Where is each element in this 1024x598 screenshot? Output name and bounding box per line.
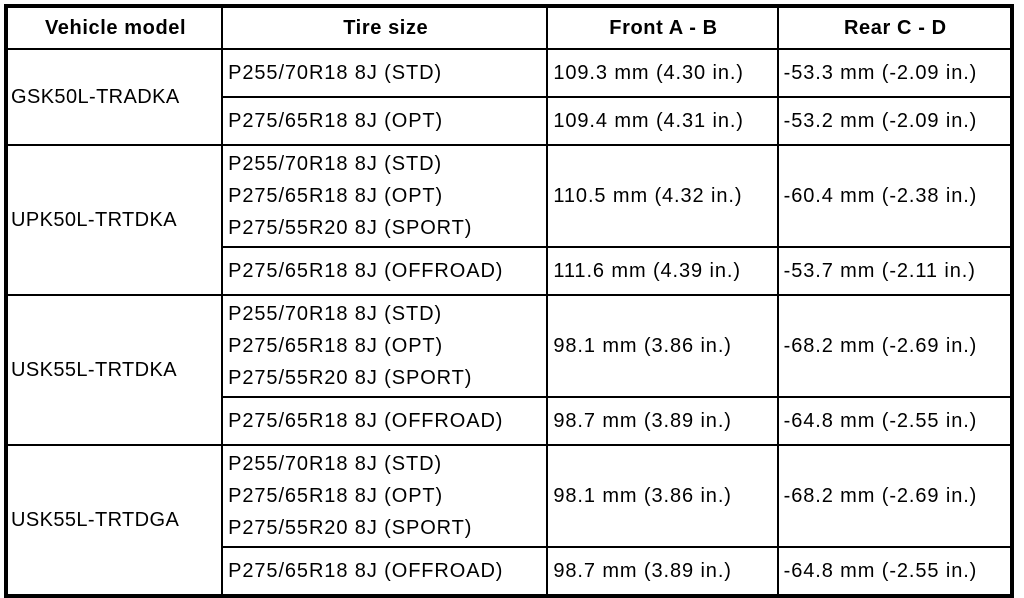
front-value-cell: 98.7 mm (3.89 in.) <box>546 396 779 446</box>
rear-value-cell: -64.8 mm (-2.55 in.) <box>776 396 1014 446</box>
front-value-cell: 109.3 mm (4.30 in.) <box>546 48 779 98</box>
table-row: P275/65R18 8J (OPT) 109.4 mm (4.31 in.) … <box>6 96 1014 146</box>
vehicle-model-cell: USK55L-TRTDGA <box>4 444 224 597</box>
tire-size-line: P275/65R18 8J (OPT) <box>228 185 444 207</box>
rear-value-cell: -68.2 mm (-2.69 in.) <box>776 444 1014 548</box>
front-value-cell: 111.6 mm (4.39 in.) <box>546 246 779 296</box>
header-rear-c-d: Rear C - D <box>776 5 1014 50</box>
rear-value-cell: -68.2 mm (-2.69 in.) <box>776 294 1014 398</box>
tire-size-line: P255/70R18 8J (STD) <box>228 153 442 175</box>
tire-size-cell: P275/65R18 8J (OFFROAD) <box>221 246 549 296</box>
tire-size-cell: P255/70R18 8J (STD) P275/65R18 8J (OPT) … <box>221 444 549 548</box>
rear-value-cell: -53.2 mm (-2.09 in.) <box>776 96 1014 146</box>
tire-size-line: P275/55R20 8J (SPORT) <box>228 517 473 539</box>
table-row: P275/65R18 8J (OFFROAD) 111.6 mm (4.39 i… <box>6 246 1014 296</box>
table-row: UPK50L-TRTDKA P255/70R18 8J (STD) P275/6… <box>4 144 1014 296</box>
rear-value-cell: -60.4 mm (-2.38 in.) <box>776 144 1014 248</box>
header-vehicle-model: Vehicle model <box>4 5 224 50</box>
tire-size-line: P275/65R18 8J (OFFROAD) <box>228 410 504 432</box>
tire-size-cell: P255/70R18 8J (STD) P275/65R18 8J (OPT) … <box>221 294 549 398</box>
tire-size-line: P255/70R18 8J (STD) <box>228 303 442 325</box>
rear-value-cell: -53.3 mm (-2.09 in.) <box>776 48 1014 98</box>
header-tire-size: Tire size <box>221 5 549 50</box>
header-front-a-b: Front A - B <box>546 5 779 50</box>
tire-size-cell: P255/70R18 8J (STD) P275/65R18 8J (OPT) … <box>221 144 549 248</box>
table-row: USK55L-TRTDKA P255/70R18 8J (STD) P275/6… <box>4 294 1014 446</box>
front-value-cell: 98.1 mm (3.86 in.) <box>546 444 779 548</box>
header-row: Vehicle model Tire size Front A - B Rear… <box>4 5 1014 50</box>
tire-size-line: P275/55R20 8J (SPORT) <box>228 367 473 389</box>
tire-size-cell: P255/70R18 8J (STD) <box>221 48 549 98</box>
table-row: USK55L-TRTDGA P255/70R18 8J (STD) P275/6… <box>4 444 1014 597</box>
tire-size-line: P275/65R18 8J (OFFROAD) <box>228 560 504 582</box>
vehicle-model-cell: GSK50L-TRADKA <box>4 48 224 146</box>
tire-size-line: P275/65R18 8J (OPT) <box>228 485 444 507</box>
tire-size-cell: P275/65R18 8J (OFFROAD) <box>221 546 549 597</box>
rear-value-cell: -64.8 mm (-2.55 in.) <box>776 546 1014 597</box>
front-value-cell: 110.5 mm (4.32 in.) <box>546 144 779 248</box>
rear-value-cell: -53.7 mm (-2.11 in.) <box>776 246 1014 296</box>
vehicle-model-cell: UPK50L-TRTDKA <box>4 144 224 296</box>
tire-size-line: P255/70R18 8J (STD) <box>228 62 442 84</box>
table-row: GSK50L-TRADKA P255/70R18 8J (STD) 109.3 … <box>4 48 1014 146</box>
tire-size-line: P275/65R18 8J (OPT) <box>228 335 444 357</box>
tire-size-line: P255/70R18 8J (STD) <box>228 453 442 475</box>
tire-size-line: P275/55R20 8J (SPORT) <box>228 217 473 239</box>
table-row: P275/65R18 8J (OFFROAD) 98.7 mm (3.89 in… <box>6 396 1014 446</box>
tire-size-cell: P275/65R18 8J (OFFROAD) <box>221 396 549 446</box>
tire-size-cell: P275/65R18 8J (OPT) <box>221 96 549 146</box>
tire-size-line: P275/65R18 8J (OFFROAD) <box>228 260 504 282</box>
tire-spec-table: Vehicle model Tire size Front A - B Rear… <box>4 4 1014 598</box>
front-value-cell: 98.7 mm (3.89 in.) <box>546 546 779 597</box>
front-value-cell: 109.4 mm (4.31 in.) <box>546 96 779 146</box>
vehicle-model-cell: USK55L-TRTDKA <box>4 294 224 446</box>
front-value-cell: 98.1 mm (3.86 in.) <box>546 294 779 398</box>
tire-size-line: P275/65R18 8J (OPT) <box>228 110 444 132</box>
